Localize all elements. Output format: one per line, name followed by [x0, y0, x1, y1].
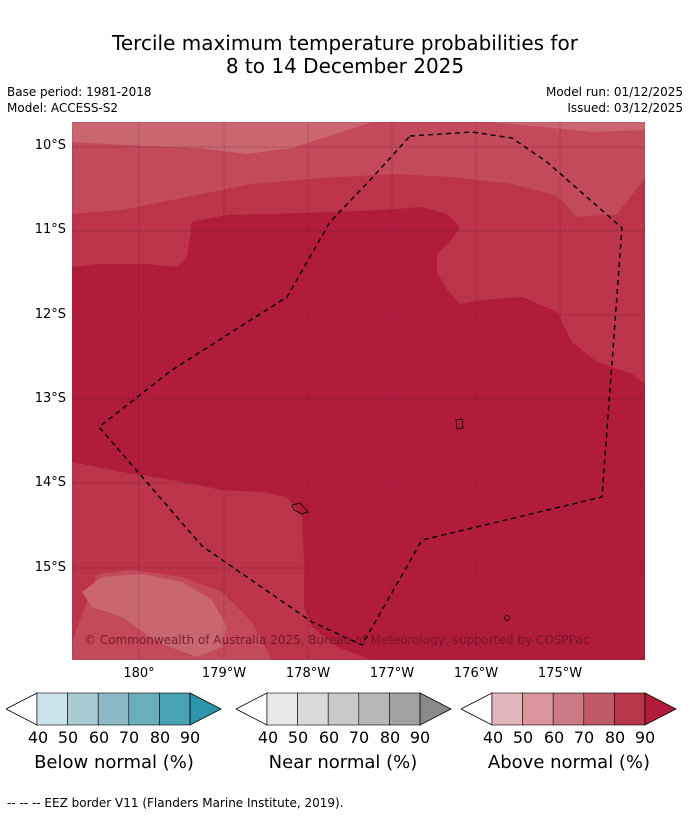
model-run: Model run: 01/12/2025: [545, 85, 683, 99]
lon-label-177w: 177°W: [369, 666, 415, 681]
colorbar-above-label: Above normal (%): [487, 752, 651, 773]
above-tick-60: 60: [543, 728, 565, 747]
below-segment-3: [128, 692, 160, 726]
island-tafahi: [291, 502, 309, 515]
near-tick-50: 50: [287, 728, 309, 747]
above-tick-90: 90: [634, 728, 656, 747]
above-tick-70: 70: [573, 728, 595, 747]
colorbar-near: [236, 692, 452, 726]
above-segment-4: [614, 692, 646, 726]
island-small: [504, 615, 510, 621]
near-segment-1: [297, 692, 329, 726]
base-period: Base period: 1981-2018: [7, 85, 152, 99]
meta-right: Model run: 01/12/2025 Issued: 03/12/2025: [546, 84, 683, 116]
near-tick-80: 80: [379, 728, 401, 747]
map-region-p90: [72, 207, 645, 660]
lon-label-175w: 175°W: [537, 666, 583, 681]
colorbar-below: [6, 692, 222, 726]
lat-label-13s: 13°S: [34, 391, 66, 406]
eez-border: [97, 131, 623, 646]
below-segment-2: [97, 692, 130, 726]
lat-label-11s: 11°S: [34, 222, 66, 237]
lat-label-15s: 15°S: [34, 560, 66, 575]
near-tick-60: 60: [318, 728, 340, 747]
lat-label-14s: 14°S: [34, 475, 66, 490]
near-segment-3: [358, 692, 390, 726]
near-segment-2: [327, 692, 360, 726]
colorbar-above: [461, 692, 677, 726]
lat-label-10s: 10°S: [34, 138, 66, 153]
map-region-p60-topright: [492, 122, 645, 132]
below-tick-90: 90: [179, 728, 201, 747]
lon-label-178w: 178°W: [285, 666, 331, 681]
below-segment-1: [67, 692, 99, 726]
meta-left: Base period: 1981-2018 Model: ACCESS-S2: [7, 84, 152, 116]
lat-label-12s: 12°S: [34, 307, 66, 322]
below-tick-80: 80: [149, 728, 171, 747]
map-title-line2: 8 to 14 December 2025: [225, 54, 465, 78]
above-tick-80: 80: [604, 728, 626, 747]
near-tick-70: 70: [348, 728, 370, 747]
near-tick-90: 90: [409, 728, 431, 747]
below-tick-70: 70: [118, 728, 140, 747]
lon-label-180: 180°: [123, 666, 155, 681]
map-region-p60-top: [72, 122, 372, 154]
above-segment-1: [522, 692, 554, 726]
below-tick-50: 50: [57, 728, 79, 747]
lon-label-179w: 179°W: [201, 666, 247, 681]
colorbar-below-label: Below normal (%): [34, 752, 194, 773]
above-segment-3: [583, 692, 615, 726]
above-segment-2: [552, 692, 585, 726]
below-tick-60: 60: [88, 728, 110, 747]
island-niuafoou: [455, 418, 464, 430]
above-tick-40: 40: [482, 728, 504, 747]
map-region-p60-bottom: [82, 574, 227, 657]
near-tick-40: 40: [257, 728, 279, 747]
near-segment-0: [266, 692, 298, 726]
copyright-credit: © Commonwealth of Australia 2025, Bureau…: [84, 633, 590, 647]
below-segment-4: [159, 692, 191, 726]
below-segment-0: [36, 692, 68, 726]
above-tick-50: 50: [512, 728, 534, 747]
below-tick-40: 40: [27, 728, 49, 747]
issued-date: Issued: 03/12/2025: [567, 101, 683, 115]
lon-label-176w: 176°W: [453, 666, 499, 681]
above-segment-0: [491, 692, 523, 726]
map-title-line1: Tercile maximum temperature probabilitie…: [112, 31, 578, 55]
gridlines: [72, 122, 645, 660]
near-segment-4: [389, 692, 421, 726]
eez-legend-note: -- -- -- EEZ border V11 (Flanders Marine…: [7, 796, 344, 810]
model-name: Model: ACCESS-S2: [7, 101, 119, 115]
colorbar-near-label: Near normal (%): [268, 752, 418, 773]
map-area: [72, 122, 645, 660]
